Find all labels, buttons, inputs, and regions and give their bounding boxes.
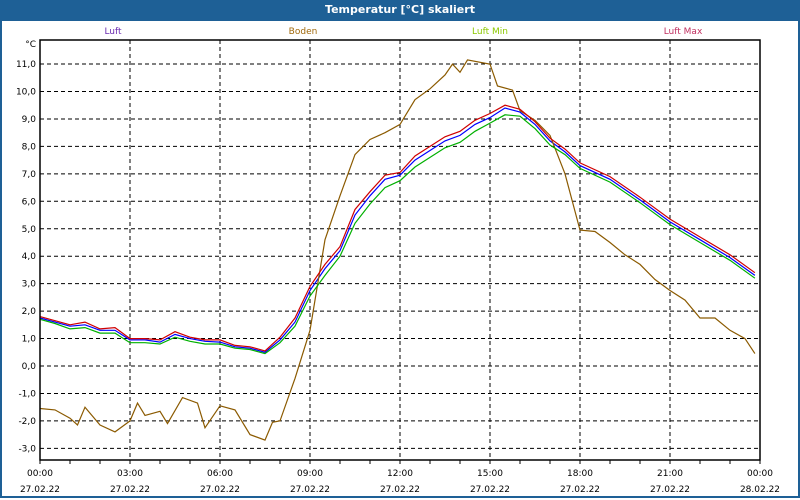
x-tick-time: 12:00 xyxy=(387,469,413,479)
x-tick-time: 21:00 xyxy=(657,469,683,479)
x-tick-date: 27.02.22 xyxy=(290,485,330,495)
y-tick-label: 5,0 xyxy=(22,225,37,235)
y-tick-label: -1,0 xyxy=(18,389,36,399)
series-line-luft-max xyxy=(39,104,756,352)
legend-luft-max: Luft Max xyxy=(664,27,703,37)
y-tick-label: 1,0 xyxy=(22,335,37,345)
x-tick-date: 27.02.22 xyxy=(470,485,510,495)
legend-luft: Luft xyxy=(104,27,122,37)
y-tick-label: 11,0 xyxy=(16,60,36,70)
x-tick-date: 27.02.22 xyxy=(200,485,240,495)
x-tick-date: 27.02.22 xyxy=(560,485,600,495)
series-line-luft xyxy=(39,107,756,353)
x-tick-date: 27.02.22 xyxy=(650,485,690,495)
y-tick-label: 7,0 xyxy=(22,170,37,180)
x-tick-date: 27.02.22 xyxy=(380,485,420,495)
y-tick-label: 10,0 xyxy=(16,88,36,98)
y-tick-label: -2,0 xyxy=(18,417,36,427)
y-tick-label: 0,0 xyxy=(22,362,37,372)
legend-boden: Boden xyxy=(289,27,318,37)
y-tick-label: 4,0 xyxy=(22,252,37,262)
y-tick-label: 8,0 xyxy=(22,142,37,152)
x-tick-time: 09:00 xyxy=(297,469,323,479)
x-tick-time: 06:00 xyxy=(207,469,233,479)
plot-frame xyxy=(39,39,761,461)
y-axis-unit: °C xyxy=(25,40,36,50)
x-tick-date: 28.02.22 xyxy=(740,485,780,495)
y-tick-label: 9,0 xyxy=(22,115,37,125)
y-tick-label: 6,0 xyxy=(22,197,37,207)
series-line-boden xyxy=(39,59,756,441)
y-tick-label: -3,0 xyxy=(18,444,36,454)
chart-title: Temperatur [°C] skaliert xyxy=(0,0,800,21)
x-tick-time: 00:00 xyxy=(747,469,773,479)
x-tick-time: 03:00 xyxy=(117,469,143,479)
x-tick-time: 18:00 xyxy=(567,469,593,479)
x-tick-time: 00:00 xyxy=(27,469,53,479)
x-tick-time: 15:00 xyxy=(477,469,503,479)
legend-luft-min: Luft Min xyxy=(472,27,508,37)
series-line-luft-min xyxy=(39,114,756,355)
x-tick-date: 27.02.22 xyxy=(20,485,60,495)
x-tick-date: 27.02.22 xyxy=(110,485,150,495)
y-tick-label: 3,0 xyxy=(22,280,37,290)
y-tick-label: 2,0 xyxy=(22,307,37,317)
